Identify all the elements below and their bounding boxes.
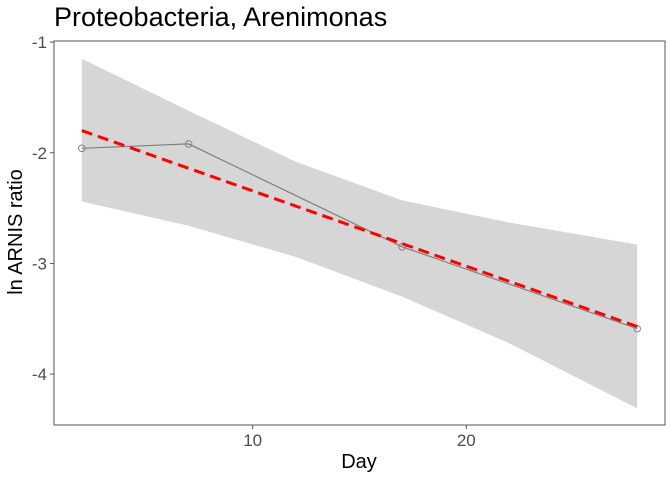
y-tick-label: -1 [32, 33, 47, 52]
y-tick-label: -3 [32, 254, 47, 273]
x-tick-label: 20 [457, 431, 476, 450]
observed-line [81, 143, 638, 330]
x-axis-title: Day [341, 451, 377, 473]
y-axis-title: ln ARNIS ratio [5, 169, 27, 295]
plot-border [53, 40, 666, 426]
x-tick-label: 10 [243, 431, 262, 450]
axes: -1 -2 -3 -4 10 20 [32, 33, 666, 450]
data-point [184, 140, 193, 148]
confidence-band [81, 58, 638, 409]
data-point [78, 144, 86, 153]
data-point [398, 243, 407, 251]
plot-area [78, 58, 642, 409]
y-tick-label: -2 [32, 144, 47, 163]
fit-line [81, 129, 638, 328]
chart-title: Proteobacteria, Arenimonas [54, 2, 387, 32]
y-tick-label: -4 [32, 365, 47, 384]
